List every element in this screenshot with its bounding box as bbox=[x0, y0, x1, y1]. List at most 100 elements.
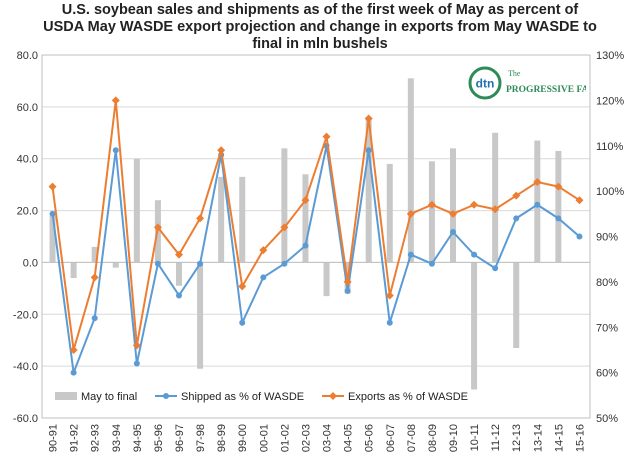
bar-may-to-final bbox=[534, 140, 541, 263]
title-line-1: U.S. soybean sales and shipments as of t… bbox=[61, 2, 579, 18]
point-shipped bbox=[70, 369, 77, 376]
bar-may-to-final bbox=[407, 78, 414, 263]
x-tick-label: 13-14 bbox=[532, 424, 544, 452]
bar-may-to-final bbox=[197, 262, 204, 369]
x-tick-label: 02-03 bbox=[300, 424, 312, 452]
legend-marker-exports bbox=[329, 392, 337, 400]
point-exports bbox=[533, 178, 542, 187]
x-tick-label: 95-96 bbox=[153, 424, 165, 452]
x-tick-label: 96-97 bbox=[174, 424, 186, 452]
bar-may-to-final bbox=[555, 150, 562, 263]
point-exports bbox=[322, 132, 331, 141]
point-shipped bbox=[576, 233, 583, 240]
left-tick-label: 40.0 bbox=[17, 154, 38, 166]
point-shipped bbox=[49, 210, 56, 217]
left-tick-label: 60.0 bbox=[17, 102, 38, 114]
point-exports bbox=[132, 341, 141, 350]
logo-ring bbox=[468, 66, 502, 100]
x-tick-label: 99-00 bbox=[237, 424, 249, 452]
x-tick-label: 03-04 bbox=[322, 424, 334, 452]
x-tick-label: 01-02 bbox=[279, 424, 291, 452]
point-exports bbox=[554, 182, 563, 191]
chart-title: U.S. soybean sales and shipments as of t… bbox=[0, 2, 640, 53]
right-tick-label: 130% bbox=[596, 50, 624, 62]
point-exports bbox=[217, 146, 226, 155]
logo-name-text: PROGRESSIVE FARMER bbox=[506, 85, 586, 95]
bar-may-to-final bbox=[513, 262, 520, 348]
title-line-2: USDA May WASDE export projection and cha… bbox=[43, 19, 597, 35]
point-exports bbox=[238, 282, 247, 291]
point-shipped bbox=[281, 260, 288, 267]
x-tick-label: 06-07 bbox=[385, 424, 397, 452]
point-exports bbox=[343, 277, 352, 286]
point-exports bbox=[196, 214, 205, 223]
point-exports bbox=[48, 182, 57, 191]
point-exports bbox=[427, 200, 436, 209]
bar-may-to-final bbox=[492, 132, 499, 263]
x-tick-label: 15-16 bbox=[574, 424, 586, 452]
legend-swatch-may-to-final bbox=[55, 392, 77, 400]
point-exports bbox=[301, 196, 310, 205]
bar-may-to-final bbox=[471, 262, 478, 390]
point-shipped bbox=[450, 228, 456, 235]
logo-mark-text: dtn bbox=[476, 77, 495, 91]
point-exports bbox=[449, 209, 457, 218]
bar-may-to-final bbox=[49, 215, 56, 263]
bar-may-to-final bbox=[386, 163, 393, 263]
x-tick-label: 97-98 bbox=[195, 424, 207, 452]
point-shipped bbox=[407, 251, 414, 258]
point-shipped bbox=[260, 274, 267, 281]
bar-may-to-final bbox=[218, 176, 225, 263]
point-shipped bbox=[133, 360, 140, 367]
x-tick-label: 92-93 bbox=[90, 424, 102, 452]
point-exports bbox=[90, 273, 99, 282]
x-tick-label: 98-99 bbox=[216, 424, 228, 452]
x-tick-label: 09-10 bbox=[448, 424, 460, 452]
x-tick-label: 07-08 bbox=[406, 424, 418, 452]
point-exports bbox=[364, 114, 373, 123]
left-tick-label: 20.0 bbox=[17, 206, 38, 218]
x-tick-label: 91-92 bbox=[69, 424, 81, 452]
right-tick-label: 50% bbox=[596, 413, 618, 425]
bar-may-to-final bbox=[176, 262, 182, 286]
point-exports bbox=[111, 96, 120, 105]
point-shipped bbox=[471, 251, 478, 258]
point-exports bbox=[69, 345, 78, 354]
left-tick-label: 80.0 bbox=[17, 50, 38, 62]
point-exports bbox=[470, 200, 479, 209]
title-line-3: final in mln bushels bbox=[252, 36, 388, 52]
right-tick-label: 70% bbox=[596, 322, 618, 334]
right-tick-label: 60% bbox=[596, 368, 618, 380]
point-shipped bbox=[513, 215, 520, 222]
point-exports bbox=[259, 246, 268, 255]
point-exports bbox=[575, 196, 584, 205]
bar-may-to-final bbox=[302, 174, 309, 263]
dtn-progressive-farmer-logo: dtn The PROGRESSIVE FARMER bbox=[468, 66, 586, 100]
left-tick-label: -60.0 bbox=[13, 413, 38, 425]
right-tick-label: 100% bbox=[596, 186, 624, 198]
point-shipped bbox=[386, 319, 393, 326]
bar-may-to-final bbox=[428, 161, 435, 263]
point-exports bbox=[153, 223, 162, 232]
legend-marker-shipped bbox=[163, 393, 169, 399]
bar-may-to-final bbox=[112, 262, 119, 268]
point-shipped bbox=[302, 242, 309, 249]
legend-label-exports: Exports as % of WASDE bbox=[348, 391, 468, 403]
point-exports bbox=[280, 223, 289, 232]
line-exports bbox=[51, 100, 581, 351]
legend-label-shipped: Shipped as % of WASDE bbox=[181, 391, 304, 403]
bar-may-to-final bbox=[70, 262, 77, 278]
x-tick-label: 05-06 bbox=[364, 424, 376, 452]
right-tick-label: 110% bbox=[596, 141, 624, 153]
x-tick-label: 90-91 bbox=[48, 424, 60, 452]
x-tick-label: 00-01 bbox=[258, 424, 270, 452]
left-tick-label: 0.0 bbox=[23, 257, 38, 269]
point-shipped bbox=[492, 265, 499, 272]
x-tick-label: 04-05 bbox=[343, 424, 355, 452]
left-tick-label: -40.0 bbox=[13, 361, 38, 373]
bar-may-to-final bbox=[281, 148, 288, 263]
point-shipped bbox=[365, 147, 372, 154]
bar-may-to-final bbox=[133, 158, 140, 263]
